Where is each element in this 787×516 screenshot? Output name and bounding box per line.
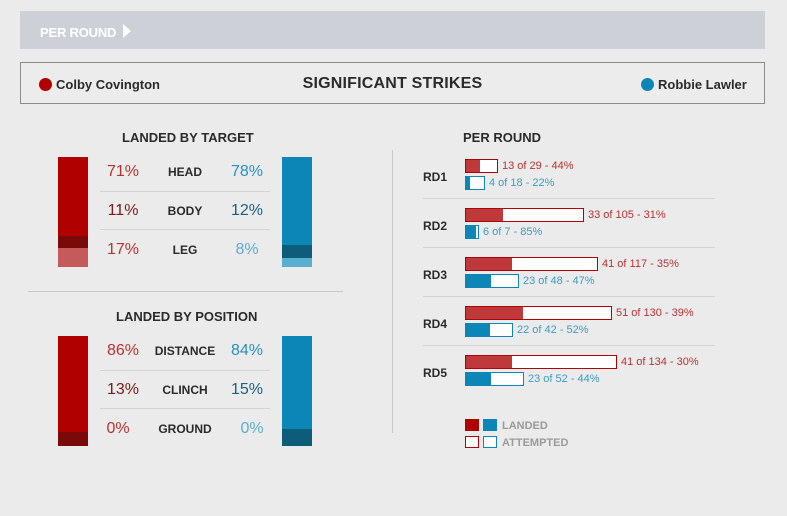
red-landed-fill: [466, 307, 523, 319]
red-attempted-bar: [465, 208, 584, 222]
red-landed-fill: [466, 258, 512, 270]
target-leg-right-pct: 8%: [235, 241, 259, 258]
red-attempted-bar: [465, 257, 598, 271]
blue-landed-fill: [466, 275, 491, 287]
target-body-left-pct: 11%: [107, 202, 139, 219]
position-distance-right-pct: 84%: [230, 342, 264, 359]
blue-round-stat-text: 23 of 52 - 44%: [528, 373, 600, 385]
position-left-clinch-segment: [58, 431, 88, 446]
position-right-distance-segment: [282, 336, 312, 430]
target-body-label: BODY: [167, 204, 203, 218]
round-label: RD5: [423, 366, 448, 380]
position-clinch-left-pct: 13%: [106, 381, 140, 398]
round-label: RD3: [423, 268, 448, 282]
fighter-left-name: Colby Covington: [56, 77, 160, 92]
row-divider: [100, 370, 270, 371]
position-right-stacked-bar: [282, 336, 312, 446]
blue-round-stat-text: 23 of 48 - 47%: [523, 275, 595, 287]
row-divider: [100, 191, 270, 192]
target-head-label: HEAD: [167, 165, 202, 179]
column-divider: [392, 150, 393, 433]
landed-by-position-title: LANDED BY POSITION: [116, 309, 258, 324]
target-left-stacked-bar: [58, 157, 88, 267]
page-title: SIGNIFICANT STRIKES: [302, 75, 483, 92]
round-divider: [423, 198, 715, 199]
per-round-title: PER ROUND: [463, 130, 542, 145]
red-landed-fill: [466, 356, 512, 368]
red-landed-fill: [466, 160, 480, 172]
red-round-stat-text: 41 of 134 - 30%: [621, 356, 699, 368]
blue-attempted-bar: [465, 225, 479, 239]
legend-attempted-label: ATTEMPTED: [502, 437, 569, 449]
red-corner-dot-icon: [39, 78, 52, 91]
legend-landed-label: LANDED: [502, 420, 548, 432]
position-distance-label: DISTANCE: [154, 344, 216, 358]
blue-landed-fill: [466, 226, 477, 238]
target-head-right-pct: 78%: [230, 163, 264, 180]
section-divider: [28, 291, 343, 292]
red-round-stat-text: 41 of 117 - 35%: [602, 258, 679, 270]
round-label: RD4: [423, 317, 448, 331]
legend-red-landed-swatch: [465, 419, 479, 431]
position-right-clinch-segment: [282, 429, 312, 446]
target-left-head-segment: [58, 157, 88, 236]
legend-red-attempted-swatch: [465, 436, 479, 448]
red-landed-fill: [466, 209, 503, 221]
position-clinch-right-pct: 15%: [230, 381, 264, 398]
target-left-body-segment: [58, 235, 88, 249]
target-head-left-pct: 71%: [106, 163, 140, 180]
blue-attempted-bar: [465, 176, 485, 190]
blue-landed-fill: [466, 324, 491, 336]
blue-attempted-bar: [465, 323, 513, 337]
target-body-right-pct: 12%: [230, 202, 264, 219]
blue-landed-fill: [466, 177, 470, 189]
fighter-right-name: Robbie Lawler: [658, 77, 747, 92]
target-right-stacked-bar: [282, 157, 312, 267]
target-left-leg-segment: [58, 248, 88, 267]
round-divider: [423, 247, 715, 248]
stats-header: Colby Covington SIGNIFICANT STRIKES Robb…: [20, 62, 765, 104]
blue-corner-dot-icon: [641, 78, 654, 91]
blue-landed-fill: [466, 373, 492, 385]
blue-attempted-bar: [465, 372, 524, 386]
position-clinch-label: CLINCH: [162, 383, 208, 397]
position-distance-left-pct: 86%: [106, 342, 140, 359]
legend-blue-attempted-swatch: [483, 436, 497, 448]
blue-attempted-bar: [465, 274, 519, 288]
red-round-stat-text: 33 of 105 - 31%: [588, 209, 666, 221]
position-left-distance-segment: [58, 336, 88, 432]
target-leg-left-pct: 17%: [106, 241, 140, 258]
target-right-head-segment: [282, 157, 312, 245]
legend-blue-landed-swatch: [483, 419, 497, 431]
red-attempted-bar: [465, 159, 498, 173]
target-right-body-segment: [282, 244, 312, 259]
red-round-stat-text: 13 of 29 - 44%: [502, 160, 574, 172]
target-leg-label: LEG: [172, 243, 198, 257]
position-ground-left-pct: 0%: [106, 420, 130, 437]
blue-round-stat-text: 4 of 18 - 22%: [489, 177, 555, 189]
blue-round-stat-text: 22 of 42 - 52%: [517, 324, 589, 336]
row-divider: [100, 408, 270, 409]
target-right-leg-segment: [282, 258, 312, 267]
blue-round-stat-text: 6 of 7 - 85%: [483, 226, 543, 238]
red-round-stat-text: 51 of 130 - 39%: [616, 307, 694, 319]
row-divider: [100, 229, 270, 230]
red-attempted-bar: [465, 306, 612, 320]
round-label: RD2: [423, 219, 448, 233]
position-ground-label: GROUND: [158, 422, 212, 436]
per-round-tab-bar[interactable]: PER ROUND: [20, 11, 765, 49]
position-left-stacked-bar: [58, 336, 88, 446]
round-label: RD1: [423, 170, 448, 184]
per-round-tab-label[interactable]: PER ROUND: [40, 25, 117, 40]
play-arrow-icon[interactable]: [123, 24, 131, 38]
round-divider: [423, 296, 715, 297]
red-attempted-bar: [465, 355, 617, 369]
position-ground-right-pct: 0%: [240, 420, 264, 437]
landed-by-target-title: LANDED BY TARGET: [122, 130, 254, 145]
round-divider: [423, 345, 715, 346]
